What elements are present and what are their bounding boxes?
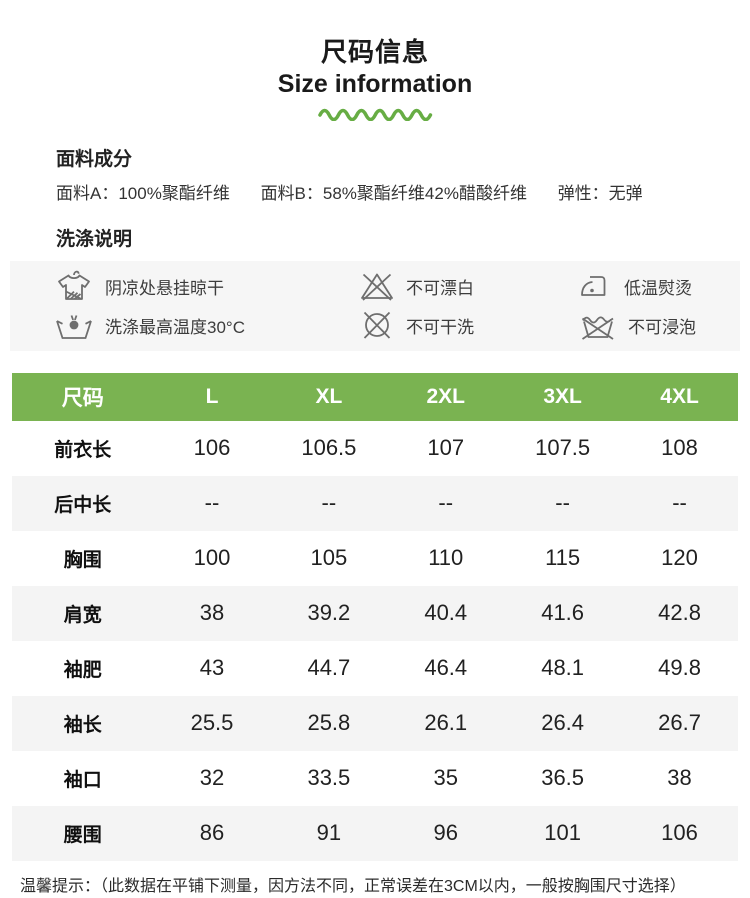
table-row: 胸围 100 105 110 115 120 (12, 531, 738, 586)
header-cell-3xl: 3XL (504, 372, 622, 421)
size-cell: 44.7 (307, 655, 351, 681)
washing-section-heading: 洗涤说明 (56, 228, 133, 250)
wash-item-max-temp-30: 洗涤最高温度30°C (54, 308, 359, 342)
elasticity-value: 弹性：无弹 (557, 184, 643, 204)
size-cell: 26.4 (541, 710, 585, 736)
size-cell: -- (672, 490, 687, 516)
size-cell: 43 (199, 655, 225, 681)
size-cell: 107.5 (535, 435, 591, 461)
size-cell: 120 (661, 545, 698, 571)
fabric-a-value: 面料A：100%聚酯纤维 (56, 184, 230, 204)
wash-item-label: 不可浸泡 (628, 317, 696, 337)
size-cell: 35 (433, 765, 458, 791)
row-label: 前衣长 (54, 439, 112, 461)
wash-item-label: 不可干洗 (406, 317, 474, 337)
table-row: 腰围 86 91 96 101 106 (12, 805, 738, 861)
fabric-section-heading: 面料成分 (56, 148, 133, 170)
wash-item-label: 不可漂白 (406, 278, 474, 298)
wash-item-label: 低温熨烫 (624, 278, 692, 298)
wash-item-hang-dry: 阴凉处悬挂晾干 (54, 267, 359, 305)
header-cell-size: 尺码 (12, 372, 154, 421)
no-dry-clean-icon (363, 311, 391, 339)
no-soak-icon (581, 316, 614, 340)
wash-item-no-bleach: 不可漂白 (359, 269, 579, 303)
wave-divider-icon (318, 108, 433, 121)
wash-item-no-dry-clean: 不可干洗 (359, 308, 579, 342)
size-cell: -- (555, 490, 570, 516)
size-cell: 25.5 (190, 710, 234, 736)
size-cell: 36.5 (541, 765, 585, 791)
size-cell: 26.7 (658, 710, 701, 736)
size-cell: 48.1 (541, 655, 585, 681)
size-cell: 40.4 (424, 600, 468, 626)
footer-tip-note: 温馨提示：（此数据在平铺下测量，因方法不同，正常误差在3CM以内，一般按胸围尺寸… (20, 877, 686, 895)
size-table-header-row: 尺码 L XL 2XL 3XL 4XL (12, 372, 738, 421)
fabric-b-value: 面料B：58%聚酯纤维42%醋酸纤维 (260, 184, 527, 204)
wash-item-label: 阴凉处悬挂晾干 (105, 278, 224, 298)
size-cell: 39.2 (307, 600, 351, 626)
size-cell: 49.8 (658, 655, 701, 681)
wash-item-no-soak: 不可浸泡 (579, 308, 740, 342)
wash-item-iron-low: 低温熨烫 (579, 271, 740, 301)
size-cell: -- (204, 490, 220, 516)
table-row: 前衣长 106 106.5 107 107.5 108 (12, 421, 738, 476)
row-label: 腰围 (63, 824, 102, 846)
row-label: 袖肥 (63, 659, 102, 681)
size-cell: 115 (545, 545, 581, 571)
header-cell-2xl: 2XL (387, 372, 505, 421)
iron-low-temp-icon (581, 276, 606, 296)
size-cell: 32 (199, 765, 225, 791)
size-cell: 105 (310, 545, 348, 571)
no-bleach-icon (361, 273, 393, 301)
size-cell: 101 (544, 820, 581, 846)
size-cell: -- (438, 490, 454, 516)
size-cell: 106.5 (301, 435, 357, 461)
size-cell: 38 (667, 765, 692, 791)
size-cell: 100 (193, 545, 231, 571)
size-cell: 107 (427, 435, 465, 461)
size-cell: 108 (661, 435, 698, 461)
size-cell: 96 (433, 820, 458, 846)
header-cell-4xl: 4XL (621, 372, 738, 421)
hand-wash-30c-icon (56, 315, 92, 339)
table-row: 袖长 25.5 25.8 26.1 26.4 26.7 (12, 695, 738, 751)
table-row: 肩宽 38 39.2 40.4 41.6 42.8 (12, 585, 738, 641)
size-cell: 25.8 (307, 710, 351, 736)
row-label: 后中长 (54, 494, 112, 516)
header-cell-l: L (153, 372, 271, 421)
row-label: 袖口 (63, 769, 102, 791)
row-label: 肩宽 (63, 604, 102, 626)
size-cell: 46.4 (424, 655, 468, 681)
size-cell: 38 (199, 600, 225, 626)
table-row: 袖肥 43 44.7 46.4 48.1 49.8 (12, 641, 738, 696)
page-header: 尺码信息 Size information (0, 0, 750, 121)
size-cell: -- (321, 490, 337, 516)
table-row: 后中长 -- -- -- -- -- (12, 475, 738, 531)
wash-item-label: 洗涤最高温度30°C (105, 317, 245, 337)
page-title-en: Size information (277, 69, 473, 98)
washing-instructions-strip: 阴凉处悬挂晾干 不可漂白 低温熨烫 洗涤最高温度30°C 不可干洗 (10, 260, 740, 351)
size-cell: 42.8 (658, 600, 701, 626)
row-label: 袖长 (63, 714, 102, 736)
size-cell: 110 (428, 545, 464, 571)
size-cell: 106 (193, 435, 231, 461)
size-cell: 41.6 (541, 600, 585, 626)
header-cell-xl: XL (270, 372, 388, 421)
fabric-composition-line: 面料A：100%聚酯纤维 面料B：58%聚酯纤维42%醋酸纤维 弹性：无弹 (0, 182, 750, 207)
table-row: 袖口 32 33.5 35 36.5 38 (12, 751, 738, 806)
size-cell: 91 (316, 820, 342, 846)
row-label: 胸围 (63, 549, 102, 571)
size-cell: 33.5 (307, 765, 351, 791)
shirt-hang-dry-icon (58, 270, 90, 300)
size-cell: 26.1 (424, 710, 468, 736)
page-title-zh: 尺码信息 (320, 37, 429, 67)
size-table: 尺码 L XL 2XL 3XL 4XL 前衣长 106 106.5 107 10… (12, 372, 738, 861)
size-cell: 86 (199, 820, 225, 846)
size-cell: 106 (661, 820, 698, 846)
